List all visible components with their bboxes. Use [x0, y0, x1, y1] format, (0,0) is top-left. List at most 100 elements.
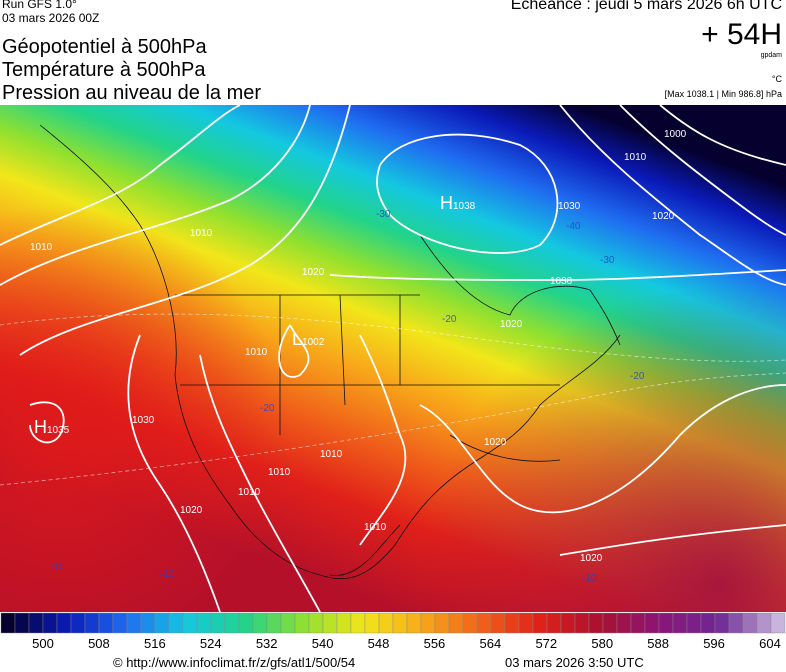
temperature-label: -10 [160, 569, 175, 580]
title: Pression au niveau de la mer [2, 82, 262, 104]
color-swatch [756, 612, 772, 634]
contour-label: 1010 [364, 522, 387, 533]
warm-area [0, 105, 786, 612]
color-swatch [210, 612, 226, 634]
color-swatch [504, 612, 520, 634]
temperature-label: -20 [442, 314, 457, 325]
color-swatch [490, 612, 506, 634]
temperature-label: -30 [376, 209, 391, 220]
contour-label: 1030 [550, 276, 573, 287]
center-value: 1002 [302, 337, 325, 348]
map: H1038 L1002 H1035 1000 1010 1020 1030 10… [0, 105, 786, 612]
color-swatch [686, 612, 702, 634]
color-swatch [168, 612, 184, 634]
colorbar-label: 524 [199, 636, 222, 651]
pressure-range: [Max 1038.1 | Min 986.8] hPa [664, 89, 782, 99]
temp-unit: °C [771, 74, 782, 84]
pressure-center: H1035 [34, 417, 70, 437]
color-swatch [714, 612, 730, 634]
color-swatch [266, 612, 282, 634]
title: Géopotentiel à 500hPa [2, 36, 207, 58]
contour-label: 1020 [180, 505, 203, 516]
contour-label: 1030 [132, 415, 155, 426]
contour-label: 1030 [558, 201, 581, 212]
color-swatch [560, 612, 576, 634]
contour-label: 1020 [580, 553, 603, 564]
contour-label: 1010 [190, 228, 213, 239]
colorbar [0, 612, 786, 634]
contour-label: 1010 [30, 242, 53, 253]
contour-label: 1010 [624, 152, 647, 163]
colorbar-label: 588 [647, 636, 669, 651]
temperature-label: -30 [600, 255, 615, 266]
color-swatch [182, 612, 198, 634]
center-letter: L [292, 329, 302, 349]
colorbar-label: 596 [703, 636, 725, 651]
color-swatch [252, 612, 268, 634]
contour-label: 1010 [238, 487, 261, 498]
color-swatch [196, 612, 212, 634]
colorbar-label: 556 [423, 636, 446, 651]
color-swatch [448, 612, 464, 634]
color-swatch [42, 612, 58, 634]
temperature-label: -20 [260, 403, 275, 414]
colorbar-label: 516 [143, 636, 166, 651]
contour-label: 1020 [500, 319, 523, 330]
contour-label: 1010 [245, 347, 268, 358]
title: Température à 500hPa [2, 59, 206, 81]
colorbar-label: 572 [535, 636, 558, 651]
color-swatch [308, 612, 324, 634]
color-swatch [322, 612, 338, 634]
pressure-center: H1038 [440, 193, 476, 213]
color-swatch [770, 612, 786, 634]
colorbar-label: 540 [311, 636, 334, 651]
lead-time: + 54H [701, 18, 782, 51]
color-swatch [644, 612, 660, 634]
color-swatch [280, 612, 296, 634]
color-swatch [28, 612, 44, 634]
colorbar-label: 508 [88, 636, 110, 651]
height-unit: gpdam [760, 52, 782, 59]
color-swatch [294, 612, 310, 634]
valid-time: Echéance : jeudi 5 mars 2026 6h UTC [510, 0, 782, 13]
temperature-label: -40 [566, 221, 581, 232]
center-letter: H [34, 417, 47, 437]
color-swatch [602, 612, 618, 634]
colorbar-label: 548 [367, 636, 390, 651]
color-swatch [630, 612, 646, 634]
color-swatch [350, 612, 366, 634]
color-swatch [532, 612, 548, 634]
temperature-label: -10 [582, 573, 597, 584]
run: Run GFS 1.0° [2, 0, 77, 11]
color-swatch [70, 612, 86, 634]
color-swatch [588, 612, 604, 634]
color-swatch [616, 612, 632, 634]
color-swatch [420, 612, 436, 634]
color-swatch [154, 612, 170, 634]
color-swatch [574, 612, 590, 634]
colorbar-label: 532 [255, 636, 278, 651]
contour-label: 1020 [652, 211, 675, 222]
temperature-label: -10 [50, 562, 65, 573]
color-swatch [700, 612, 716, 634]
color-swatch [672, 612, 688, 634]
center-value: 1038 [453, 201, 476, 212]
contour-label: 1000 [664, 129, 687, 140]
isobars [0, 105, 786, 612]
center-value: 1035 [47, 425, 70, 436]
color-swatch [336, 612, 352, 634]
height-lines [0, 313, 786, 486]
colorbar-label: 500 [32, 636, 54, 651]
color-swatch [728, 612, 744, 634]
source-url: © http://www.infoclimat.fr/z/gfs/atl1/50… [113, 655, 356, 670]
color-swatch [658, 612, 674, 634]
color-swatch [238, 612, 254, 634]
color-swatch [112, 612, 128, 634]
contour-label: 1010 [268, 467, 291, 478]
colorbar-label: 564 [479, 636, 502, 651]
center-letter: H [440, 193, 453, 213]
color-swatch [364, 612, 380, 634]
color-swatch [518, 612, 534, 634]
color-swatch [126, 612, 142, 634]
